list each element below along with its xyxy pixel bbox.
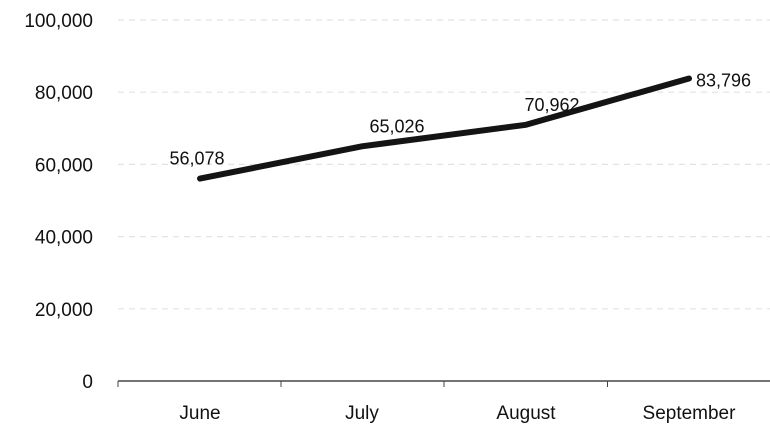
x-tick-label: September [643,403,737,424]
x-axis-tick-labels: June July August September [179,403,736,424]
data-label: 56,078 [169,149,224,169]
data-labels: 56,078 65,026 70,962 83,796 [169,70,751,168]
gridlines [118,19,770,310]
series-line [197,75,692,182]
y-tick-label: 100,000 [24,11,93,32]
data-label: 83,796 [696,70,751,90]
y-tick-label: 20,000 [35,300,93,321]
y-tick-label: 60,000 [35,155,93,176]
y-axis-tick-labels: 0 20,000 40,000 60,000 80,000 100,000 [24,11,93,393]
x-tick-label: August [496,403,556,424]
y-tick-label: 80,000 [35,83,93,104]
data-label: 70,962 [524,95,579,115]
x-tick-label: June [179,403,220,424]
y-tick-label: 0 [82,372,93,393]
data-label: 65,026 [369,116,424,136]
y-tick-label: 40,000 [35,228,93,249]
x-tick-label: July [345,403,379,424]
series [197,75,692,182]
axes [117,380,770,387]
